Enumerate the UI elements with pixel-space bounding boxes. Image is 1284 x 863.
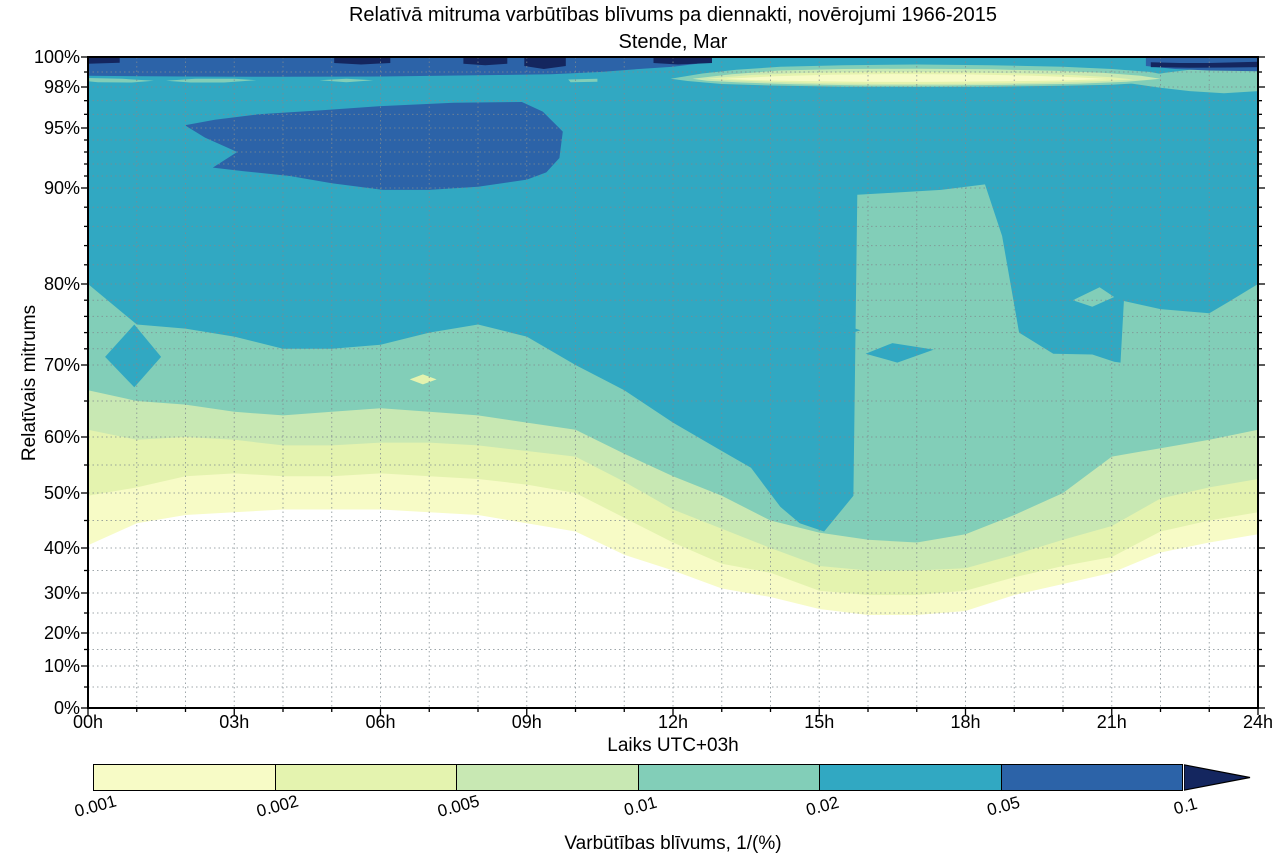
y-tick-label-10pct: 10% xyxy=(43,656,80,676)
region-valley-lens-0.001-core xyxy=(726,74,1107,82)
colorbar-label-0.01: 0.01 xyxy=(622,792,659,820)
region-teal-pocket-15h-74pct xyxy=(811,322,861,339)
colorbar-segment-c5 xyxy=(820,765,1002,790)
contour-plot-area xyxy=(81,56,1265,715)
x-tick-label-03h: 03h xyxy=(219,712,250,732)
colorbar-label-0.1: 0.1 xyxy=(1171,793,1200,819)
y-tick-label-0pct: 0% xyxy=(53,698,80,718)
colorbar xyxy=(93,764,1183,791)
colorbar-segment-c3 xyxy=(457,765,639,790)
colorbar-segment-c1 xyxy=(94,765,276,790)
x-tick-label-21h: 21h xyxy=(1096,712,1127,732)
region-navy-top-spot-08h xyxy=(463,57,508,66)
region-teal-pocket-16h-71pct xyxy=(865,343,934,363)
chart-subtitle: Stende, Mar xyxy=(618,31,728,53)
y-tick-label-90pct: 90% xyxy=(43,178,80,198)
y-tick-label-80pct: 80% xyxy=(43,274,80,294)
region-valley-patch-left-3 xyxy=(319,78,374,83)
region-teal-diamond-01h-71pct xyxy=(105,324,162,388)
colorbar-segment-c6 xyxy=(1001,765,1182,790)
y-axis-label: Relatīvais mitrums xyxy=(19,304,40,462)
region-green-pocket-20h-78pct xyxy=(1072,287,1115,307)
x-tick-label-24h: 24h xyxy=(1242,712,1274,732)
colorbar-overflow-arrow-icon xyxy=(1184,764,1251,791)
y-tick-label-98pct: 98% xyxy=(43,77,80,97)
colorbar-segment-c2 xyxy=(275,765,457,790)
axis-tick-marks xyxy=(81,56,1265,715)
colorbar-label-0.02: 0.02 xyxy=(803,792,841,820)
chart-title: Relatīvā mitruma varbūtības blīvums pa d… xyxy=(348,4,998,26)
colorbar-label-0.001: 0.001 xyxy=(72,791,119,821)
region-navy-top-spot-00h xyxy=(88,57,120,64)
colorbar-label-0.05: 0.05 xyxy=(985,792,1023,820)
y-tick-label-60pct: 60% xyxy=(43,427,80,447)
region-valley-patch-left-1 xyxy=(88,78,154,83)
y-tick-label-95pct: 95% xyxy=(43,118,80,138)
y-tick-label-100pct: 100% xyxy=(33,47,80,67)
colorbar-title: Varbūtības blīvums, 1/(%) xyxy=(564,833,782,854)
region-density-ge-0.05-morning-blob xyxy=(185,102,563,190)
region-navy-top-strip-right xyxy=(1150,61,1258,68)
colorbar-label-0.005: 0.005 xyxy=(435,791,482,821)
x-tick-label-00h: 00h xyxy=(72,712,104,732)
y-tick-label-30pct: 30% xyxy=(43,583,80,603)
x-tick-label-15h: 15h xyxy=(804,712,835,732)
y-tick-label-40pct: 40% xyxy=(43,538,80,558)
colorbar-segment-c4 xyxy=(638,765,820,790)
x-tick-label-06h: 06h xyxy=(365,712,396,732)
grid-lines xyxy=(88,57,1258,708)
x-tick-label-18h: 18h xyxy=(950,712,981,732)
y-tick-label-70pct: 70% xyxy=(43,355,80,375)
region-valley-patch-left-2 xyxy=(166,78,257,83)
region-small-0.002-spot-07h-68pct xyxy=(409,374,437,385)
colorbar-label-0.002: 0.002 xyxy=(254,791,301,821)
x-axis-label: Laiks UTC+03h xyxy=(607,735,739,756)
colorbar-arrow-shape xyxy=(1184,764,1251,791)
region-navy-top-spot-12h xyxy=(653,57,712,65)
y-tick-label-50pct: 50% xyxy=(43,483,80,503)
region-navy-top-spot-09h xyxy=(524,57,566,69)
x-tick-label-09h: 09h xyxy=(511,712,542,732)
region-navy-top-spot-05h xyxy=(334,57,391,65)
y-tick-label-20pct: 20% xyxy=(43,623,80,643)
contour-plot-svg xyxy=(81,56,1265,715)
x-tick-label-12h: 12h xyxy=(657,712,689,732)
